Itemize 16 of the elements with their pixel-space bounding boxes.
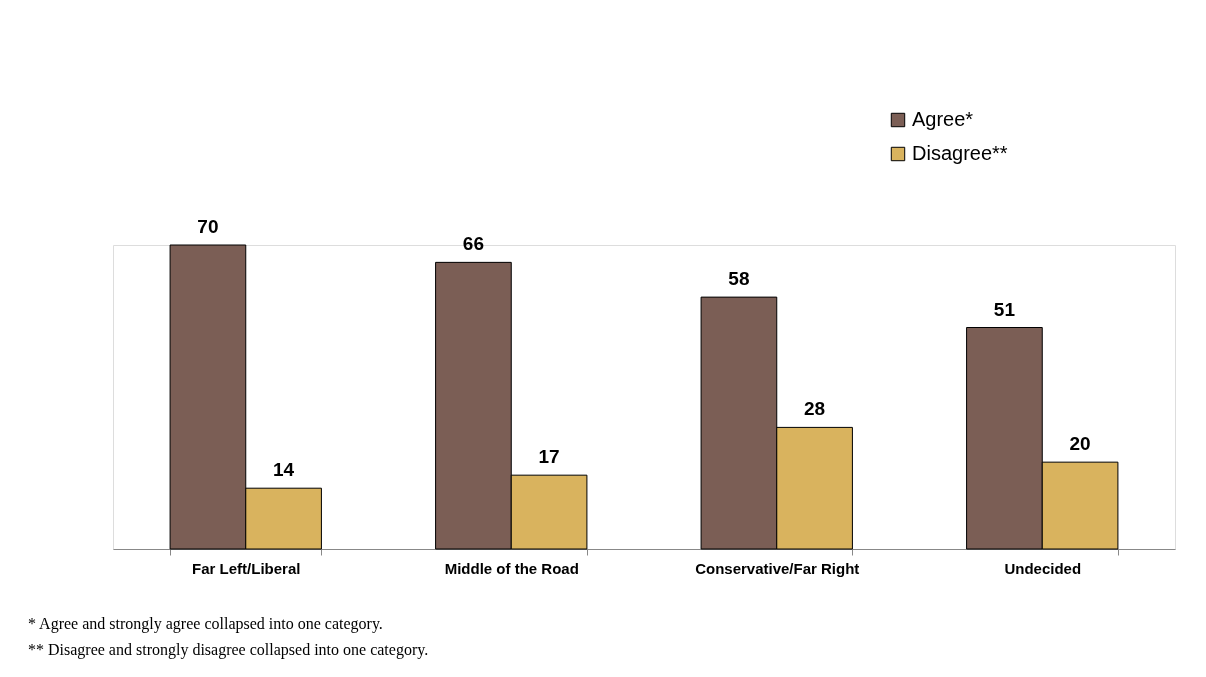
x-tick-label: Conservative/Far Right [695,559,860,577]
data-label: 17 [538,446,560,468]
data-label: 28 [804,398,826,420]
data-label: 58 [728,268,750,290]
text: ** Disagree and strongly disagree collapsed into one category. [28,641,429,659]
legend-label: Disagree** [912,142,1008,164]
x-tick-label: Undecided [1004,559,1082,577]
text: * Agree and strongly agree collapsed into one category. [28,615,383,633]
x-tick-label: Far Left/Liberal [192,559,301,577]
data-label: 14 [273,459,295,481]
data-label: 20 [1069,433,1091,455]
data-label: 66 [462,233,484,255]
legend-label: Agree* [912,108,974,130]
data-label: 51 [993,298,1016,320]
x-tick-label: Middle of the Road [444,559,579,577]
data-label: 70 [197,216,219,237]
